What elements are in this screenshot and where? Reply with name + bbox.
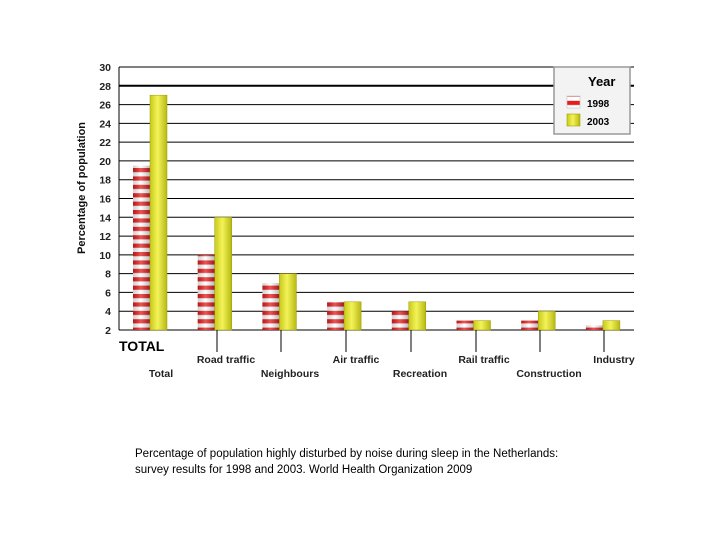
y-tick-label: 4 bbox=[105, 306, 111, 318]
bar-1998-shade bbox=[521, 320, 539, 330]
x-tick-label: Construction bbox=[516, 368, 581, 380]
legend: Year 1998 2003 bbox=[553, 66, 631, 135]
bar-2003-recreation bbox=[408, 301, 427, 331]
y-tick-label: 30 bbox=[99, 62, 111, 74]
x-tick-label: Air traffic bbox=[333, 354, 380, 366]
bar-1998-shade bbox=[391, 311, 409, 330]
bar-2003-air-traffic bbox=[343, 301, 362, 331]
legend-swatch-1998 bbox=[566, 95, 581, 109]
y-tick-label: 14 bbox=[99, 212, 111, 224]
legend-swatch-2003 bbox=[566, 113, 581, 127]
bars bbox=[133, 94, 621, 331]
bar-1998-shade bbox=[327, 301, 345, 330]
y-axis-label: Percentage of population bbox=[76, 122, 88, 254]
legend-label-2003: 2003 bbox=[587, 117, 610, 128]
y-tick-label: 28 bbox=[99, 81, 111, 93]
figure-caption: Percentage of population highly disturbe… bbox=[135, 446, 655, 478]
bar-2003-neighbours bbox=[279, 273, 297, 331]
caption-line-2: survey results for 1998 and 2003. World … bbox=[135, 464, 473, 476]
bar-2003-rail-traffic bbox=[473, 320, 491, 331]
y-tick-label: 22 bbox=[99, 137, 111, 149]
bar-1998-shade bbox=[262, 283, 280, 330]
y-tick-label: 12 bbox=[99, 231, 111, 243]
bar-2003-road-traffic bbox=[214, 217, 232, 331]
x-tick-label: Total bbox=[149, 368, 173, 380]
y-tick-label: 8 bbox=[105, 269, 111, 281]
y-tick-label: 6 bbox=[105, 287, 111, 299]
x-axis-labels: Total Road traffic Neighbours Air traffic Re… bbox=[149, 330, 635, 380]
y-tick-label: 10 bbox=[99, 250, 111, 262]
y-tick-label: 18 bbox=[99, 175, 111, 187]
bar-2003-total bbox=[149, 94, 168, 331]
x-tick-label: Industry bbox=[593, 354, 635, 366]
y-tick-label: 24 bbox=[99, 118, 111, 130]
y-tick-label: 16 bbox=[99, 194, 111, 206]
x-tick-label: Rail traffic bbox=[458, 354, 510, 366]
legend-title: Year bbox=[588, 74, 615, 89]
bar-1998-shade bbox=[585, 325, 603, 330]
y-tick-label: 2 bbox=[105, 325, 111, 337]
y-tick-label: 26 bbox=[99, 100, 111, 112]
category-heading: TOTAL bbox=[119, 338, 165, 354]
x-tick-label: Recreation bbox=[393, 368, 447, 380]
bar-2003-industry bbox=[602, 320, 621, 331]
x-tick-label: Road traffic bbox=[197, 354, 256, 366]
legend-label-1998: 1998 bbox=[587, 99, 610, 110]
x-tick-label: Neighbours bbox=[261, 368, 319, 380]
y-tick-label: 20 bbox=[99, 156, 111, 168]
bar-1998-shade bbox=[197, 254, 215, 330]
bar-1998-shade bbox=[456, 320, 474, 330]
caption-line-1: Percentage of population highly disturbe… bbox=[135, 448, 559, 460]
bar-1998-shade bbox=[133, 165, 150, 330]
bar-2003-construction bbox=[537, 310, 556, 331]
legend-box bbox=[553, 66, 631, 135]
